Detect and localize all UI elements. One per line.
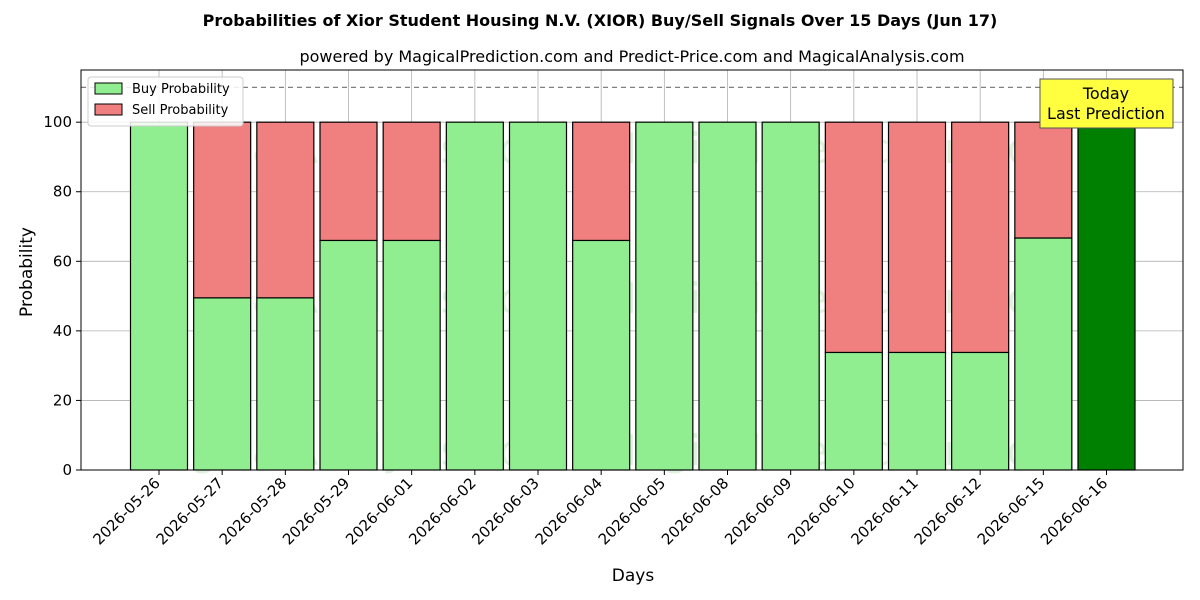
- buy-bar: [635, 121, 694, 471]
- annotation-text: Last Prediction: [1047, 104, 1165, 123]
- buy-bar: [824, 351, 883, 471]
- y-axis-label: Probability: [17, 227, 37, 317]
- buy-bar: [508, 121, 568, 471]
- buy-bar: [319, 239, 378, 471]
- buy-bar: [1077, 121, 1136, 471]
- y-tick-label: 80: [53, 183, 72, 201]
- sell-bar: [572, 121, 631, 242]
- annotation-box: [1039, 78, 1174, 129]
- y-tick-label: 100: [43, 113, 72, 131]
- y-tick-label: 0: [62, 461, 72, 479]
- legend: Buy Probability Sell Probability: [87, 76, 244, 127]
- legend-swatch: [94, 82, 123, 95]
- sell-bar: [887, 121, 947, 354]
- buy-bar: [761, 121, 820, 471]
- buy-bar: [1014, 237, 1073, 471]
- chart-title: Probabilities of Xior Student Housing N.…: [203, 11, 998, 30]
- y-tick-label: 20: [53, 391, 72, 409]
- sell-bar: [824, 121, 883, 354]
- buy-bar: [887, 351, 947, 471]
- sell-bar: [382, 121, 441, 242]
- buy-bar: [129, 121, 189, 471]
- legend-box: [87, 76, 244, 127]
- sell-bar: [319, 121, 378, 242]
- sell-bar: [951, 121, 1010, 354]
- sell-bar: [256, 121, 315, 299]
- sell-bar: [193, 121, 252, 299]
- buy-bar: [193, 297, 252, 471]
- buy-bar: [572, 239, 631, 471]
- sell-bar: [1014, 121, 1073, 239]
- bar-layer: [129, 121, 1136, 471]
- buy-bar: [445, 121, 504, 471]
- y-tick-label: 40: [53, 322, 72, 340]
- buy-bar: [256, 297, 315, 471]
- plot-frame: [80, 69, 1184, 471]
- x-axis-label: Days: [612, 566, 655, 586]
- legend-swatch: [94, 103, 123, 116]
- chart-subtitle: powered by MagicalPrediction.com and Pre…: [299, 47, 964, 66]
- legend-label: Buy Probability: [132, 82, 230, 97]
- buy-bar: [951, 351, 1010, 471]
- buy-bar: [382, 239, 441, 471]
- y-tick-label: 60: [53, 252, 72, 270]
- legend-label: Sell Probability: [132, 103, 229, 118]
- buy-bar: [698, 121, 757, 471]
- annotation-text: Today: [1082, 84, 1129, 103]
